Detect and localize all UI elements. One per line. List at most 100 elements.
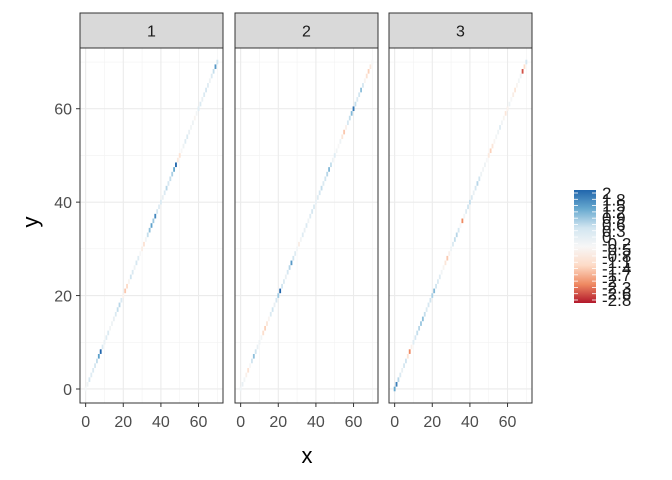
heatmap-tile bbox=[267, 316, 270, 322]
heatmap-tile bbox=[446, 255, 449, 261]
heatmap-tile bbox=[416, 330, 419, 336]
heatmap-tile bbox=[262, 330, 265, 336]
heatmap-tile bbox=[478, 176, 481, 182]
heatmap-tile bbox=[281, 283, 283, 289]
heatmap-tile bbox=[418, 325, 421, 331]
heatmap-tile bbox=[485, 157, 488, 163]
heatmap-tile bbox=[139, 251, 142, 256]
heatmap-tile bbox=[112, 316, 115, 322]
heatmap-tile bbox=[450, 246, 453, 252]
x-tick-label: 0 bbox=[81, 414, 90, 431]
heatmap-tile bbox=[84, 386, 87, 392]
colorbar-label: 2 bbox=[602, 184, 611, 203]
colorbar-label: 0.3 bbox=[602, 222, 626, 241]
panel-border bbox=[79, 47, 224, 404]
heatmap-tile bbox=[239, 386, 242, 392]
heatmap-tile bbox=[118, 302, 121, 308]
heatmap-tile bbox=[127, 279, 130, 284]
heatmap-tile bbox=[184, 139, 187, 144]
heatmap-tile bbox=[412, 339, 415, 345]
heatmap-tile bbox=[420, 321, 422, 326]
heatmap-tile bbox=[175, 162, 177, 168]
heatmap-tile bbox=[335, 148, 338, 154]
heatmap-tile bbox=[186, 134, 189, 140]
heatmap-tile bbox=[247, 368, 250, 373]
colorbar-label: -1.1 bbox=[602, 253, 631, 272]
heatmap-tile bbox=[414, 335, 417, 340]
heatmap-tile bbox=[316, 195, 319, 200]
heatmap-tile bbox=[365, 73, 368, 79]
heatmap-tile bbox=[508, 101, 511, 107]
heatmap-tile bbox=[269, 311, 272, 317]
heatmap-tile bbox=[452, 241, 454, 247]
heatmap-tile bbox=[205, 87, 207, 93]
heatmap-tile bbox=[352, 106, 355, 112]
heatmap-tile bbox=[343, 129, 346, 135]
heatmap-tile bbox=[254, 349, 257, 354]
heatmap-tile bbox=[369, 64, 372, 69]
x-axis-title: x bbox=[302, 443, 313, 468]
heatmap-tile bbox=[474, 185, 477, 191]
heatmap-tile bbox=[303, 227, 306, 233]
heatmap-tile bbox=[90, 372, 93, 378]
heatmap-tile bbox=[337, 143, 340, 149]
heatmap-tile bbox=[148, 227, 151, 233]
x-tick-label: 40 bbox=[307, 414, 325, 431]
heatmap-tile bbox=[282, 279, 285, 284]
heatmap-tile bbox=[363, 78, 366, 83]
heatmap-tile bbox=[141, 246, 144, 252]
x-tick-label: 20 bbox=[269, 414, 287, 431]
heatmap-tile bbox=[126, 283, 128, 289]
heatmap-tile bbox=[129, 274, 132, 280]
heatmap-tile bbox=[88, 377, 91, 382]
heatmap-tile bbox=[156, 209, 159, 214]
heatmap-tile bbox=[258, 339, 261, 345]
facet-panel: 3 bbox=[388, 12, 533, 404]
heatmap-tile bbox=[487, 153, 490, 158]
colorbar-label: -2.3 bbox=[602, 278, 631, 297]
heatmap-tile bbox=[499, 125, 501, 130]
heatmap-tile bbox=[356, 97, 359, 102]
heatmap-tile bbox=[279, 288, 282, 294]
heatmap-tile bbox=[491, 143, 494, 149]
heatmap-tile bbox=[484, 162, 486, 168]
heatmap-tile bbox=[502, 115, 505, 121]
heatmap-tile bbox=[167, 181, 170, 186]
heatmap-tile bbox=[193, 115, 196, 121]
heatmap-tile bbox=[313, 204, 315, 210]
panel-border bbox=[234, 47, 379, 404]
colorbar-label: -2.8 bbox=[602, 291, 631, 310]
heatmap-tile bbox=[510, 97, 513, 102]
colorbar-label: 0.9 bbox=[602, 209, 626, 228]
heatmap-tile bbox=[94, 363, 96, 368]
heatmap-tile bbox=[314, 199, 317, 205]
heatmap-tile bbox=[429, 297, 432, 303]
heatmap-tile bbox=[493, 139, 496, 144]
heatmap-tile bbox=[476, 181, 479, 186]
heatmap-tile bbox=[154, 213, 157, 219]
heatmap-tile bbox=[290, 260, 293, 266]
heatmap-tile bbox=[512, 92, 515, 98]
heatmap-tile bbox=[408, 349, 411, 354]
heatmap-tile bbox=[97, 353, 100, 359]
heatmap-tile bbox=[135, 260, 138, 266]
heatmap-tile bbox=[208, 78, 211, 83]
heatmap-tile bbox=[114, 311, 117, 317]
heatmap-tile bbox=[116, 307, 119, 312]
heatmap-tile bbox=[173, 167, 176, 172]
x-tick-label: 20 bbox=[114, 414, 132, 431]
colorbar-label: -1.4 bbox=[602, 260, 631, 279]
heatmap-tile bbox=[517, 78, 520, 83]
x-tick-label: 0 bbox=[236, 414, 245, 431]
heatmap-tile bbox=[500, 120, 503, 126]
heatmap-tile bbox=[252, 353, 255, 359]
heatmap-tile bbox=[286, 269, 289, 275]
heatmap-tile bbox=[182, 143, 185, 149]
heatmap-tile bbox=[137, 255, 140, 261]
facet-strip bbox=[388, 12, 533, 49]
heatmap-tile bbox=[427, 302, 430, 308]
y-tick-label: 40 bbox=[54, 195, 72, 212]
heatmap-tile bbox=[210, 73, 213, 79]
heatmap-tile bbox=[330, 162, 332, 168]
heatmap-tile bbox=[406, 353, 409, 359]
